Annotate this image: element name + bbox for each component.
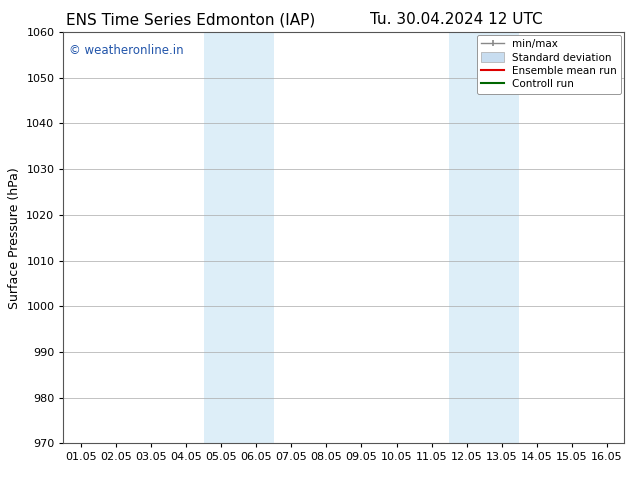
Bar bbox=[449, 32, 519, 443]
Legend: min/max, Standard deviation, Ensemble mean run, Controll run: min/max, Standard deviation, Ensemble me… bbox=[477, 35, 621, 94]
Bar bbox=[204, 32, 274, 443]
Text: ENS Time Series Edmonton (IAP): ENS Time Series Edmonton (IAP) bbox=[65, 12, 315, 27]
Text: Tu. 30.04.2024 12 UTC: Tu. 30.04.2024 12 UTC bbox=[370, 12, 543, 27]
Y-axis label: Surface Pressure (hPa): Surface Pressure (hPa) bbox=[8, 167, 21, 309]
Text: © weatheronline.in: © weatheronline.in bbox=[69, 44, 184, 57]
